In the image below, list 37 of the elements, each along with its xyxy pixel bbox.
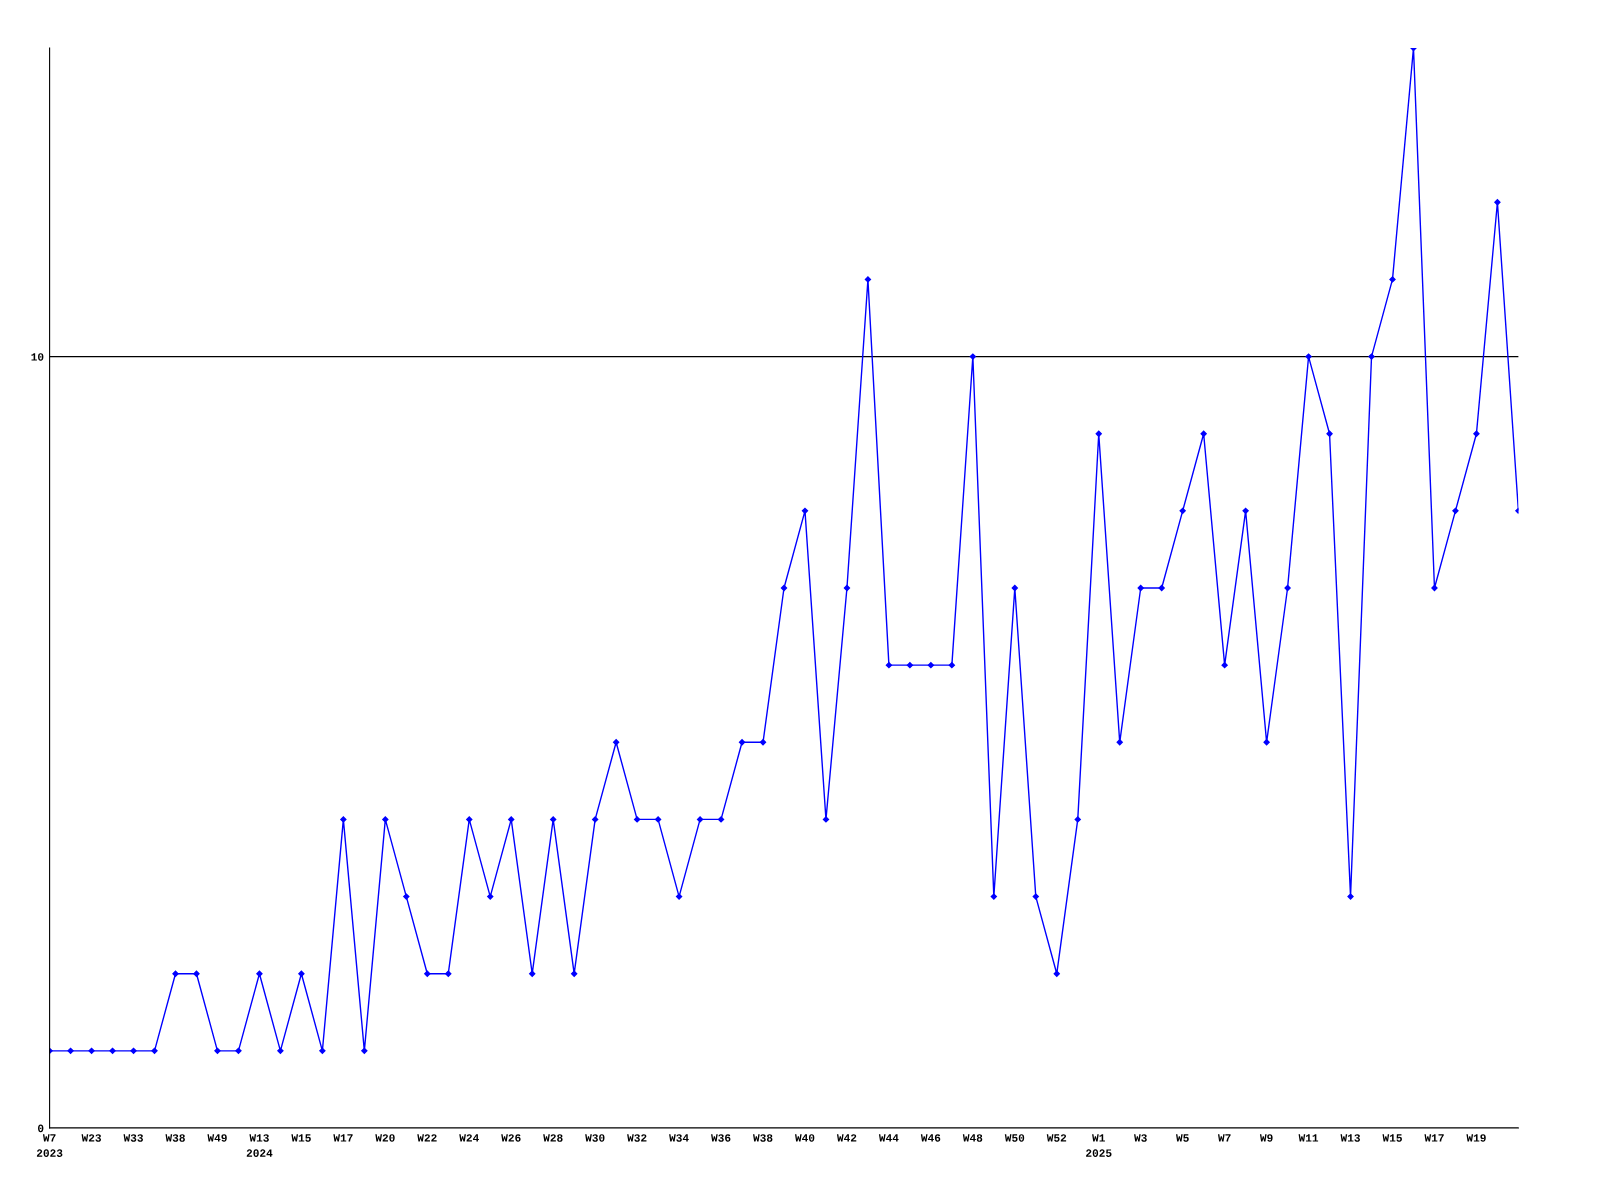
x-tick-label: W24 xyxy=(459,1134,479,1142)
x-tick-label: W44 xyxy=(878,1134,899,1142)
x-tick-label: W13 2024 xyxy=(246,1134,273,1157)
x-tick-label: W17 xyxy=(333,1134,353,1142)
x-tick-label: W13 xyxy=(1340,1134,1360,1142)
x-tick-label: W36 xyxy=(711,1134,731,1142)
x-tick-label: W7 2023 xyxy=(36,1134,63,1157)
x-tick-label: W46 xyxy=(920,1134,941,1142)
x-tick-label: W15 xyxy=(291,1134,311,1142)
x-tick-label: W30 xyxy=(585,1134,605,1142)
x-tick-label: W3 xyxy=(1134,1134,1147,1142)
x-tick-label: W40 xyxy=(794,1134,815,1142)
y-tick-label: 0 xyxy=(38,1124,44,1133)
x-tick-label: W49 xyxy=(207,1134,227,1142)
x-tick-label: W15 xyxy=(1382,1134,1402,1142)
x-tick-label: W42 xyxy=(836,1134,857,1142)
x-tick-label: W1 2025 xyxy=(1086,1134,1112,1157)
x-tick-label: W19 xyxy=(1466,1134,1486,1142)
x-tick-label: W34 xyxy=(669,1134,689,1142)
x-tick-label: W17 xyxy=(1424,1134,1444,1142)
y-tick-label: 10 xyxy=(31,353,44,361)
x-tick-label: W32 xyxy=(627,1134,647,1142)
x-tick-label: W5 xyxy=(1176,1134,1189,1142)
x-tick-label: W23 xyxy=(81,1134,101,1142)
x-tick-label: W26 xyxy=(501,1134,521,1142)
x-tick-label: W38 xyxy=(165,1134,185,1142)
x-tick-label: W28 xyxy=(543,1134,563,1142)
x-tick-label: W11 xyxy=(1298,1134,1319,1142)
x-tick-label: W50 xyxy=(1004,1134,1025,1142)
x-tick-label: W52 xyxy=(1046,1134,1067,1142)
x-tick-label: W22 xyxy=(417,1134,437,1142)
x-tick-label: W7 xyxy=(1217,1134,1231,1142)
x-tick-label: W20 xyxy=(375,1134,395,1142)
x-tick-label: W38 xyxy=(753,1134,773,1142)
x-tick-label: W33 xyxy=(123,1134,143,1142)
x-tick-label: W9 xyxy=(1259,1134,1273,1142)
x-tick-label: W48 xyxy=(962,1134,983,1142)
